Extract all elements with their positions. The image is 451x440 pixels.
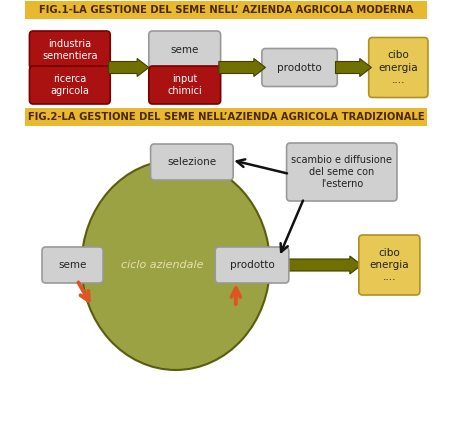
FancyBboxPatch shape	[25, 1, 426, 19]
FancyBboxPatch shape	[150, 144, 233, 180]
Text: prodotto: prodotto	[229, 260, 274, 270]
FancyBboxPatch shape	[25, 108, 426, 126]
Text: scambio e diffusione
del seme con
l'esterno: scambio e diffusione del seme con l'este…	[290, 154, 391, 189]
Text: industria
sementiera: industria sementiera	[42, 39, 97, 61]
Circle shape	[81, 160, 269, 370]
FancyBboxPatch shape	[29, 66, 110, 104]
FancyBboxPatch shape	[215, 247, 288, 283]
FancyBboxPatch shape	[148, 66, 220, 104]
Polygon shape	[286, 256, 361, 274]
Text: FIG.1-LA GESTIONE DEL SEME NELL’ AZIENDA AGRICOLA MODERNA: FIG.1-LA GESTIONE DEL SEME NELL’ AZIENDA…	[39, 5, 412, 15]
FancyBboxPatch shape	[261, 48, 336, 87]
Text: cibo
energia
....: cibo energia ....	[369, 248, 408, 282]
Text: ricerca
agricola: ricerca agricola	[50, 74, 89, 96]
Text: prodotto: prodotto	[276, 62, 321, 73]
FancyBboxPatch shape	[286, 143, 396, 201]
Text: seme: seme	[170, 45, 198, 55]
Polygon shape	[335, 59, 371, 77]
FancyBboxPatch shape	[42, 247, 103, 283]
Text: seme: seme	[58, 260, 87, 270]
FancyBboxPatch shape	[368, 37, 427, 98]
FancyBboxPatch shape	[148, 31, 220, 69]
Text: cibo
energia
....: cibo energia ....	[377, 50, 417, 85]
FancyBboxPatch shape	[358, 235, 419, 295]
FancyBboxPatch shape	[29, 31, 110, 69]
Text: FIG.2-LA GESTIONE DEL SEME NELL’AZIENDA AGRICOLA TRADIZIONALE: FIG.2-LA GESTIONE DEL SEME NELL’AZIENDA …	[28, 112, 423, 122]
Polygon shape	[218, 59, 265, 77]
Text: input
chimici: input chimici	[167, 74, 202, 96]
Text: ciclo aziendale: ciclo aziendale	[121, 260, 203, 270]
Polygon shape	[108, 59, 148, 77]
Text: selezione: selezione	[167, 157, 216, 167]
